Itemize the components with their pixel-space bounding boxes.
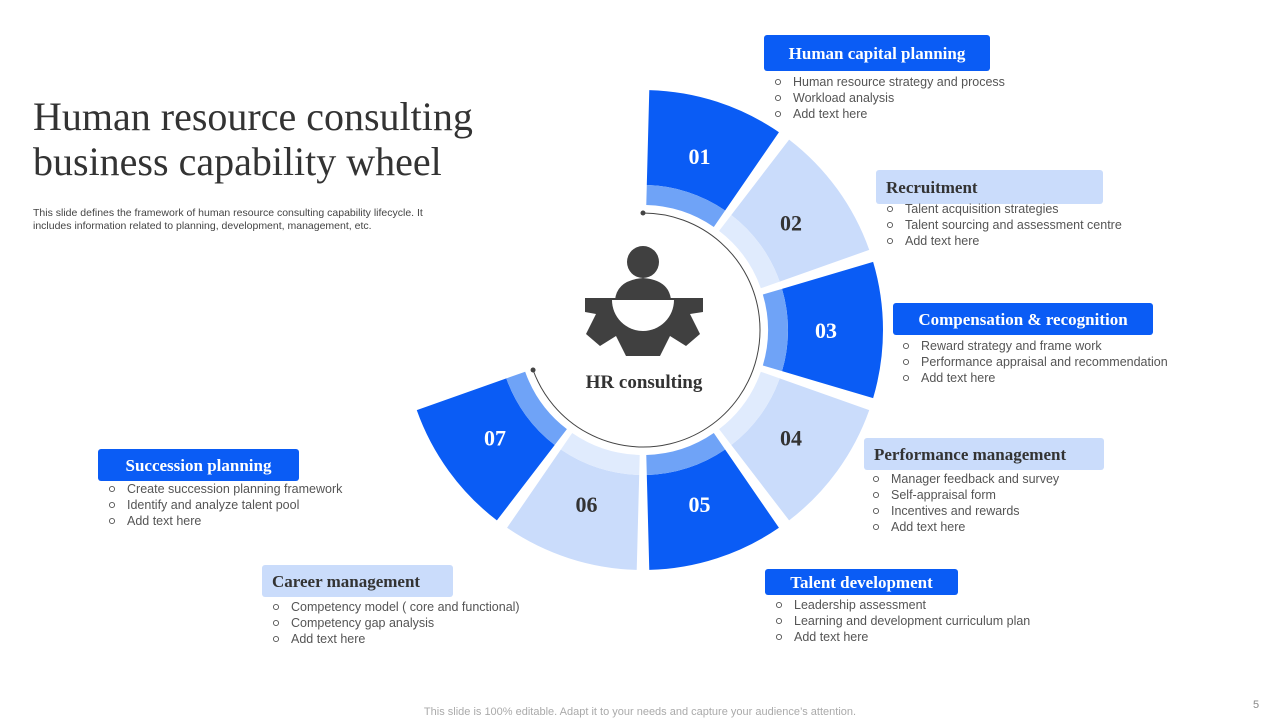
inner-arc — [532, 212, 761, 448]
list-item: Talent acquisition strategies — [905, 202, 1059, 216]
list-item: Competency model ( core and functional) — [291, 600, 520, 614]
list-item: Self-appraisal form — [891, 488, 996, 502]
heading-box — [98, 449, 299, 481]
title-line: Human resource consulting — [33, 94, 473, 139]
wheel: 01 02 03 04 05 06 07 — [416, 90, 884, 570]
segment-inner-band — [646, 433, 726, 475]
title-line: business capability wheel — [33, 139, 442, 184]
list-item: Leadership assessment — [794, 598, 927, 612]
bullet — [108, 501, 116, 509]
bullet — [902, 374, 910, 382]
list-item: Talent sourcing and assessment centre — [905, 218, 1122, 232]
segment-number: 05 — [689, 492, 711, 517]
heading-box — [876, 170, 1103, 204]
heading: Compensation & recognition — [918, 310, 1128, 329]
bullet — [272, 635, 280, 643]
list-item: Add text here — [793, 107, 867, 121]
segment — [416, 378, 555, 521]
list-item: Identify and analyze talent pool — [127, 498, 299, 512]
bullet — [872, 475, 880, 483]
bullet — [774, 110, 782, 118]
segment-inner-band — [762, 288, 788, 372]
list-item: Manager feedback and survey — [891, 472, 1060, 486]
list-item: Incentives and rewards — [891, 504, 1020, 518]
bullet — [886, 205, 894, 213]
heading-box — [262, 565, 453, 597]
list-item: Human resource strategy and process — [793, 75, 1005, 89]
heading: Succession planning — [126, 456, 272, 475]
list-item: Add text here — [921, 371, 995, 385]
segment — [782, 261, 884, 399]
heading: Recruitment — [886, 178, 978, 197]
segment-inner-band — [646, 185, 726, 227]
page-number: 5 — [1253, 699, 1259, 711]
bullet — [774, 78, 782, 86]
heading: Talent development — [790, 573, 933, 592]
segment — [646, 449, 779, 570]
list-item: Performance appraisal and recommendation — [921, 355, 1168, 369]
list-item: Add text here — [794, 630, 868, 644]
bullet — [886, 221, 894, 229]
bullet — [775, 617, 783, 625]
segment-inner-band — [719, 371, 780, 446]
heading: Performance management — [874, 445, 1066, 464]
list-item: Workload analysis — [793, 91, 894, 105]
segment — [646, 90, 779, 211]
hr-icon — [585, 246, 703, 356]
segment-inner-band — [719, 214, 780, 289]
list-item: Learning and development curriculum plan — [794, 614, 1030, 628]
bullet — [775, 601, 783, 609]
list-item: Add text here — [905, 234, 979, 248]
list-item: Add text here — [891, 520, 965, 534]
bullet — [272, 603, 280, 611]
heading: Human capital planning — [789, 44, 966, 63]
list-item: Competency gap analysis — [291, 616, 434, 630]
center-label: HR consulting — [586, 372, 703, 393]
heading: Career management — [272, 572, 420, 591]
segment-number: 07 — [484, 426, 506, 451]
segment-inner-band — [506, 371, 567, 446]
bullet — [272, 619, 280, 627]
segment-number: 03 — [815, 318, 837, 343]
bullet — [872, 523, 880, 531]
heading-box — [765, 569, 958, 595]
bullet — [774, 94, 782, 102]
list-item: Add text here — [291, 632, 365, 646]
segment-number: 01 — [689, 144, 711, 169]
segment-inner-band — [560, 433, 640, 475]
subtitle-line: includes information related to planning… — [33, 220, 372, 232]
list-item: Add text here — [127, 514, 201, 528]
segment — [731, 139, 870, 282]
bullet — [872, 491, 880, 499]
segment-number: 06 — [575, 492, 597, 517]
heading-box — [864, 438, 1104, 470]
segment-number: 04 — [780, 426, 802, 451]
list-item: Create succession planning framework — [127, 482, 343, 496]
bullet — [108, 485, 116, 493]
segment — [731, 378, 870, 521]
bullet — [902, 342, 910, 350]
subtitle-line: This slide defines the framework of huma… — [33, 207, 423, 219]
segment-number: 02 — [780, 210, 802, 235]
heading-box — [764, 35, 990, 71]
arc-dot — [640, 210, 646, 216]
list-item: Reward strategy and frame work — [921, 339, 1102, 353]
bullet — [108, 517, 116, 525]
bullet — [902, 358, 910, 366]
footer: This slide is 100% editable. Adapt it to… — [424, 706, 856, 718]
arc-dot — [530, 367, 536, 373]
bullet — [872, 507, 880, 515]
heading-box — [893, 303, 1153, 335]
segment — [507, 449, 640, 570]
bullet — [775, 633, 783, 641]
bullet — [886, 237, 894, 245]
